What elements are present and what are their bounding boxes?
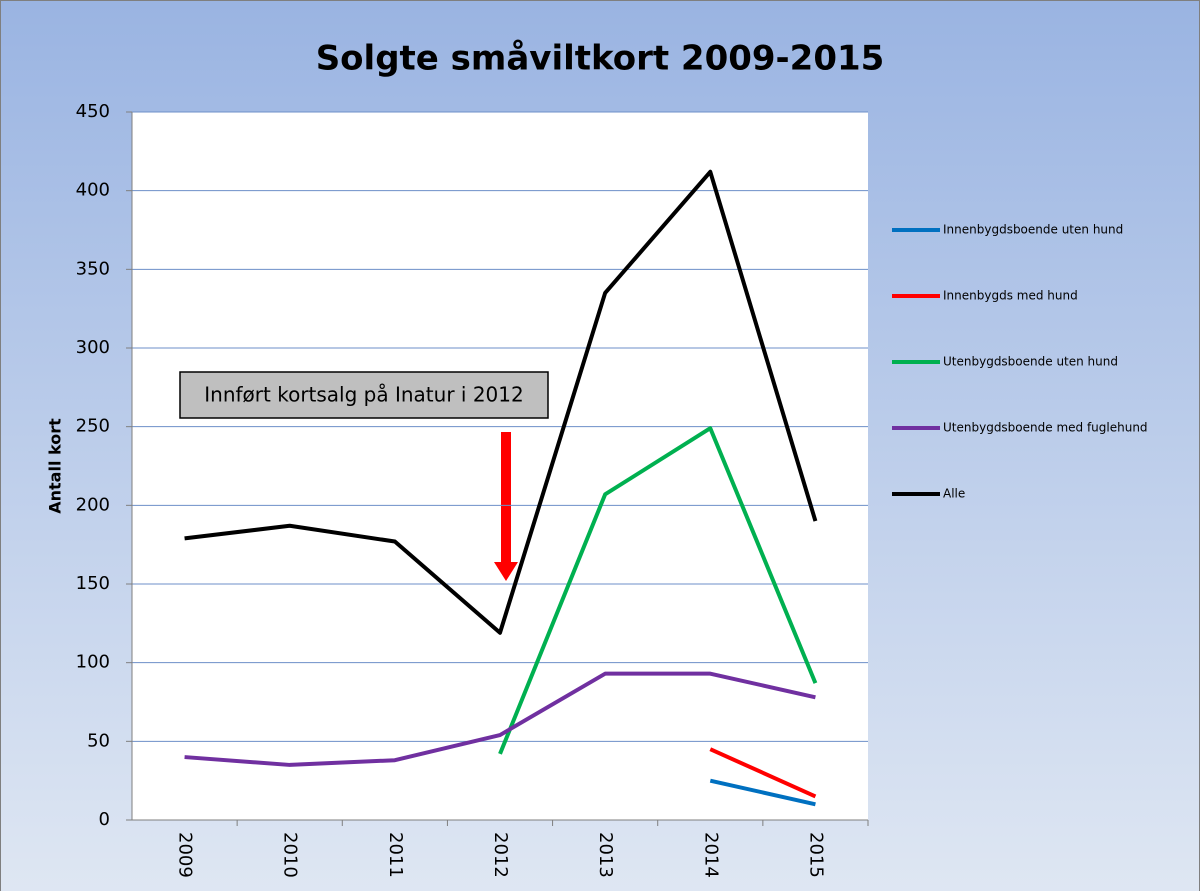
x-tick-label: 2013 xyxy=(595,832,616,878)
line xyxy=(184,671,816,767)
annotation-box xyxy=(179,371,549,419)
x-tick-label: 2014 xyxy=(700,832,721,878)
annotation-arrow-head xyxy=(494,562,518,581)
y-tick-label: 250 xyxy=(76,416,110,437)
y-axis-label: Antall kort xyxy=(46,418,65,514)
y-tick-label: 300 xyxy=(76,337,110,358)
y-tick-label: 350 xyxy=(76,258,110,279)
line xyxy=(184,169,818,635)
line xyxy=(709,747,817,799)
line xyxy=(498,426,818,755)
x-tick-label: 2011 xyxy=(385,832,406,878)
x-tick-label: 2010 xyxy=(280,832,301,878)
legend-label: Alle xyxy=(943,487,965,501)
y-tick-label: 150 xyxy=(76,573,110,594)
plot-area xyxy=(132,112,868,820)
y-tick-label: 100 xyxy=(76,652,110,673)
legend-label: Innenbygds med hund xyxy=(943,289,1078,303)
x-tick-label: 2009 xyxy=(175,832,196,878)
legend-label: Utenbygdsboende med fuglehund xyxy=(943,421,1148,435)
y-tick-label: 0 xyxy=(99,809,110,830)
legend-label: Innenbygdsboende uten hund xyxy=(943,223,1123,237)
y-tick-label: 400 xyxy=(76,180,110,201)
annotation: Innført kortsalg på Inatur i 2012 xyxy=(204,383,523,407)
y-tick-label: 200 xyxy=(76,494,110,515)
y-tick-label: 450 xyxy=(76,101,110,122)
y-tick-label: 50 xyxy=(87,730,110,751)
x-tick-label: 2012 xyxy=(490,832,511,878)
legend-label: Utenbygdsboende uten hund xyxy=(943,355,1118,369)
line xyxy=(709,778,816,807)
chart-title: Solgte småviltkort 2009-2015 xyxy=(316,39,885,79)
x-tick-label: 2015 xyxy=(805,832,826,878)
